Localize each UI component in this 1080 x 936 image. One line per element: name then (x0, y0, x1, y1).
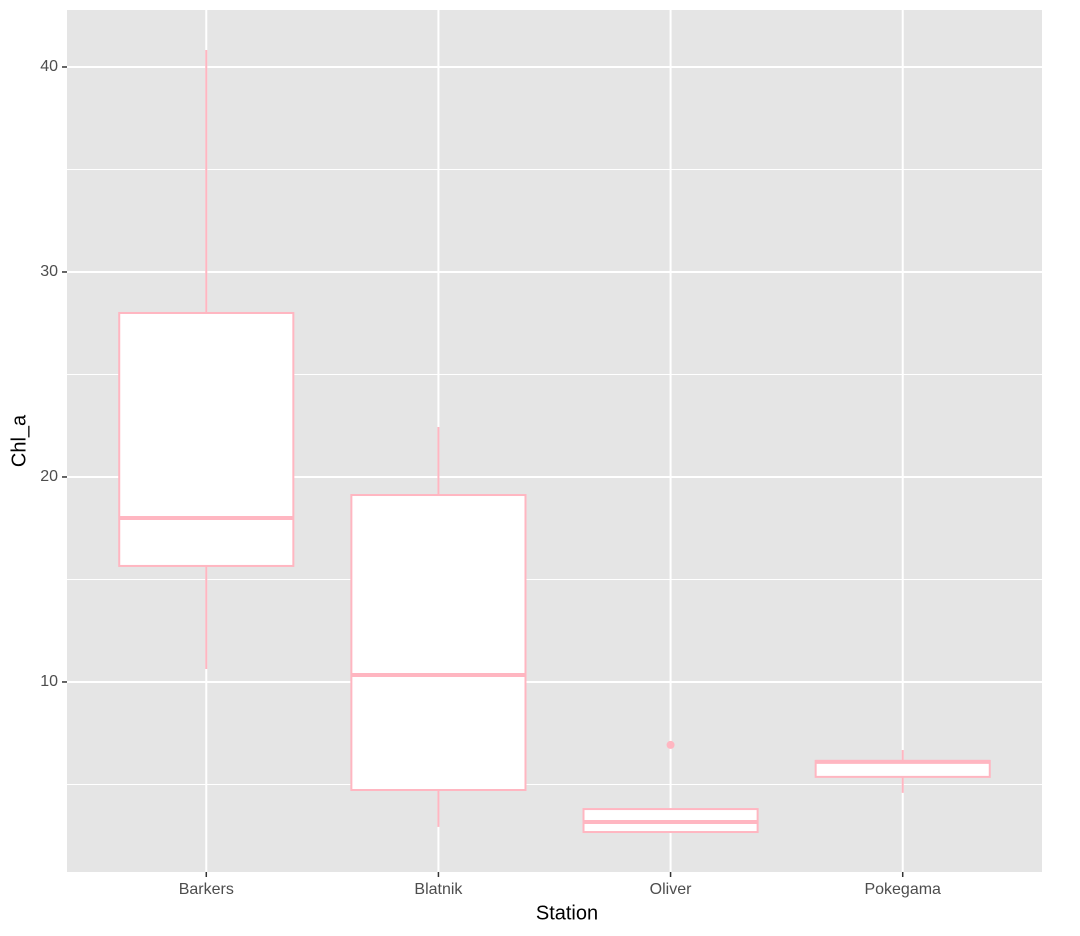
x-tick-label: Oliver (650, 881, 692, 898)
x-tick-label: Barkers (179, 881, 234, 898)
x-tick-label: Pokegama (864, 881, 941, 898)
box (350, 494, 527, 792)
y-tick-label: 20 (40, 468, 58, 485)
box (118, 311, 295, 567)
x-tick-label: Blatnik (414, 881, 463, 898)
y-axis-title: Chl_a (8, 414, 30, 467)
outlier (666, 740, 675, 749)
x-axis-title: Station (536, 902, 598, 924)
y-tick-label: 30 (40, 263, 58, 280)
y-tick-label: 40 (40, 58, 58, 75)
y-tick-label: 10 (40, 673, 58, 690)
